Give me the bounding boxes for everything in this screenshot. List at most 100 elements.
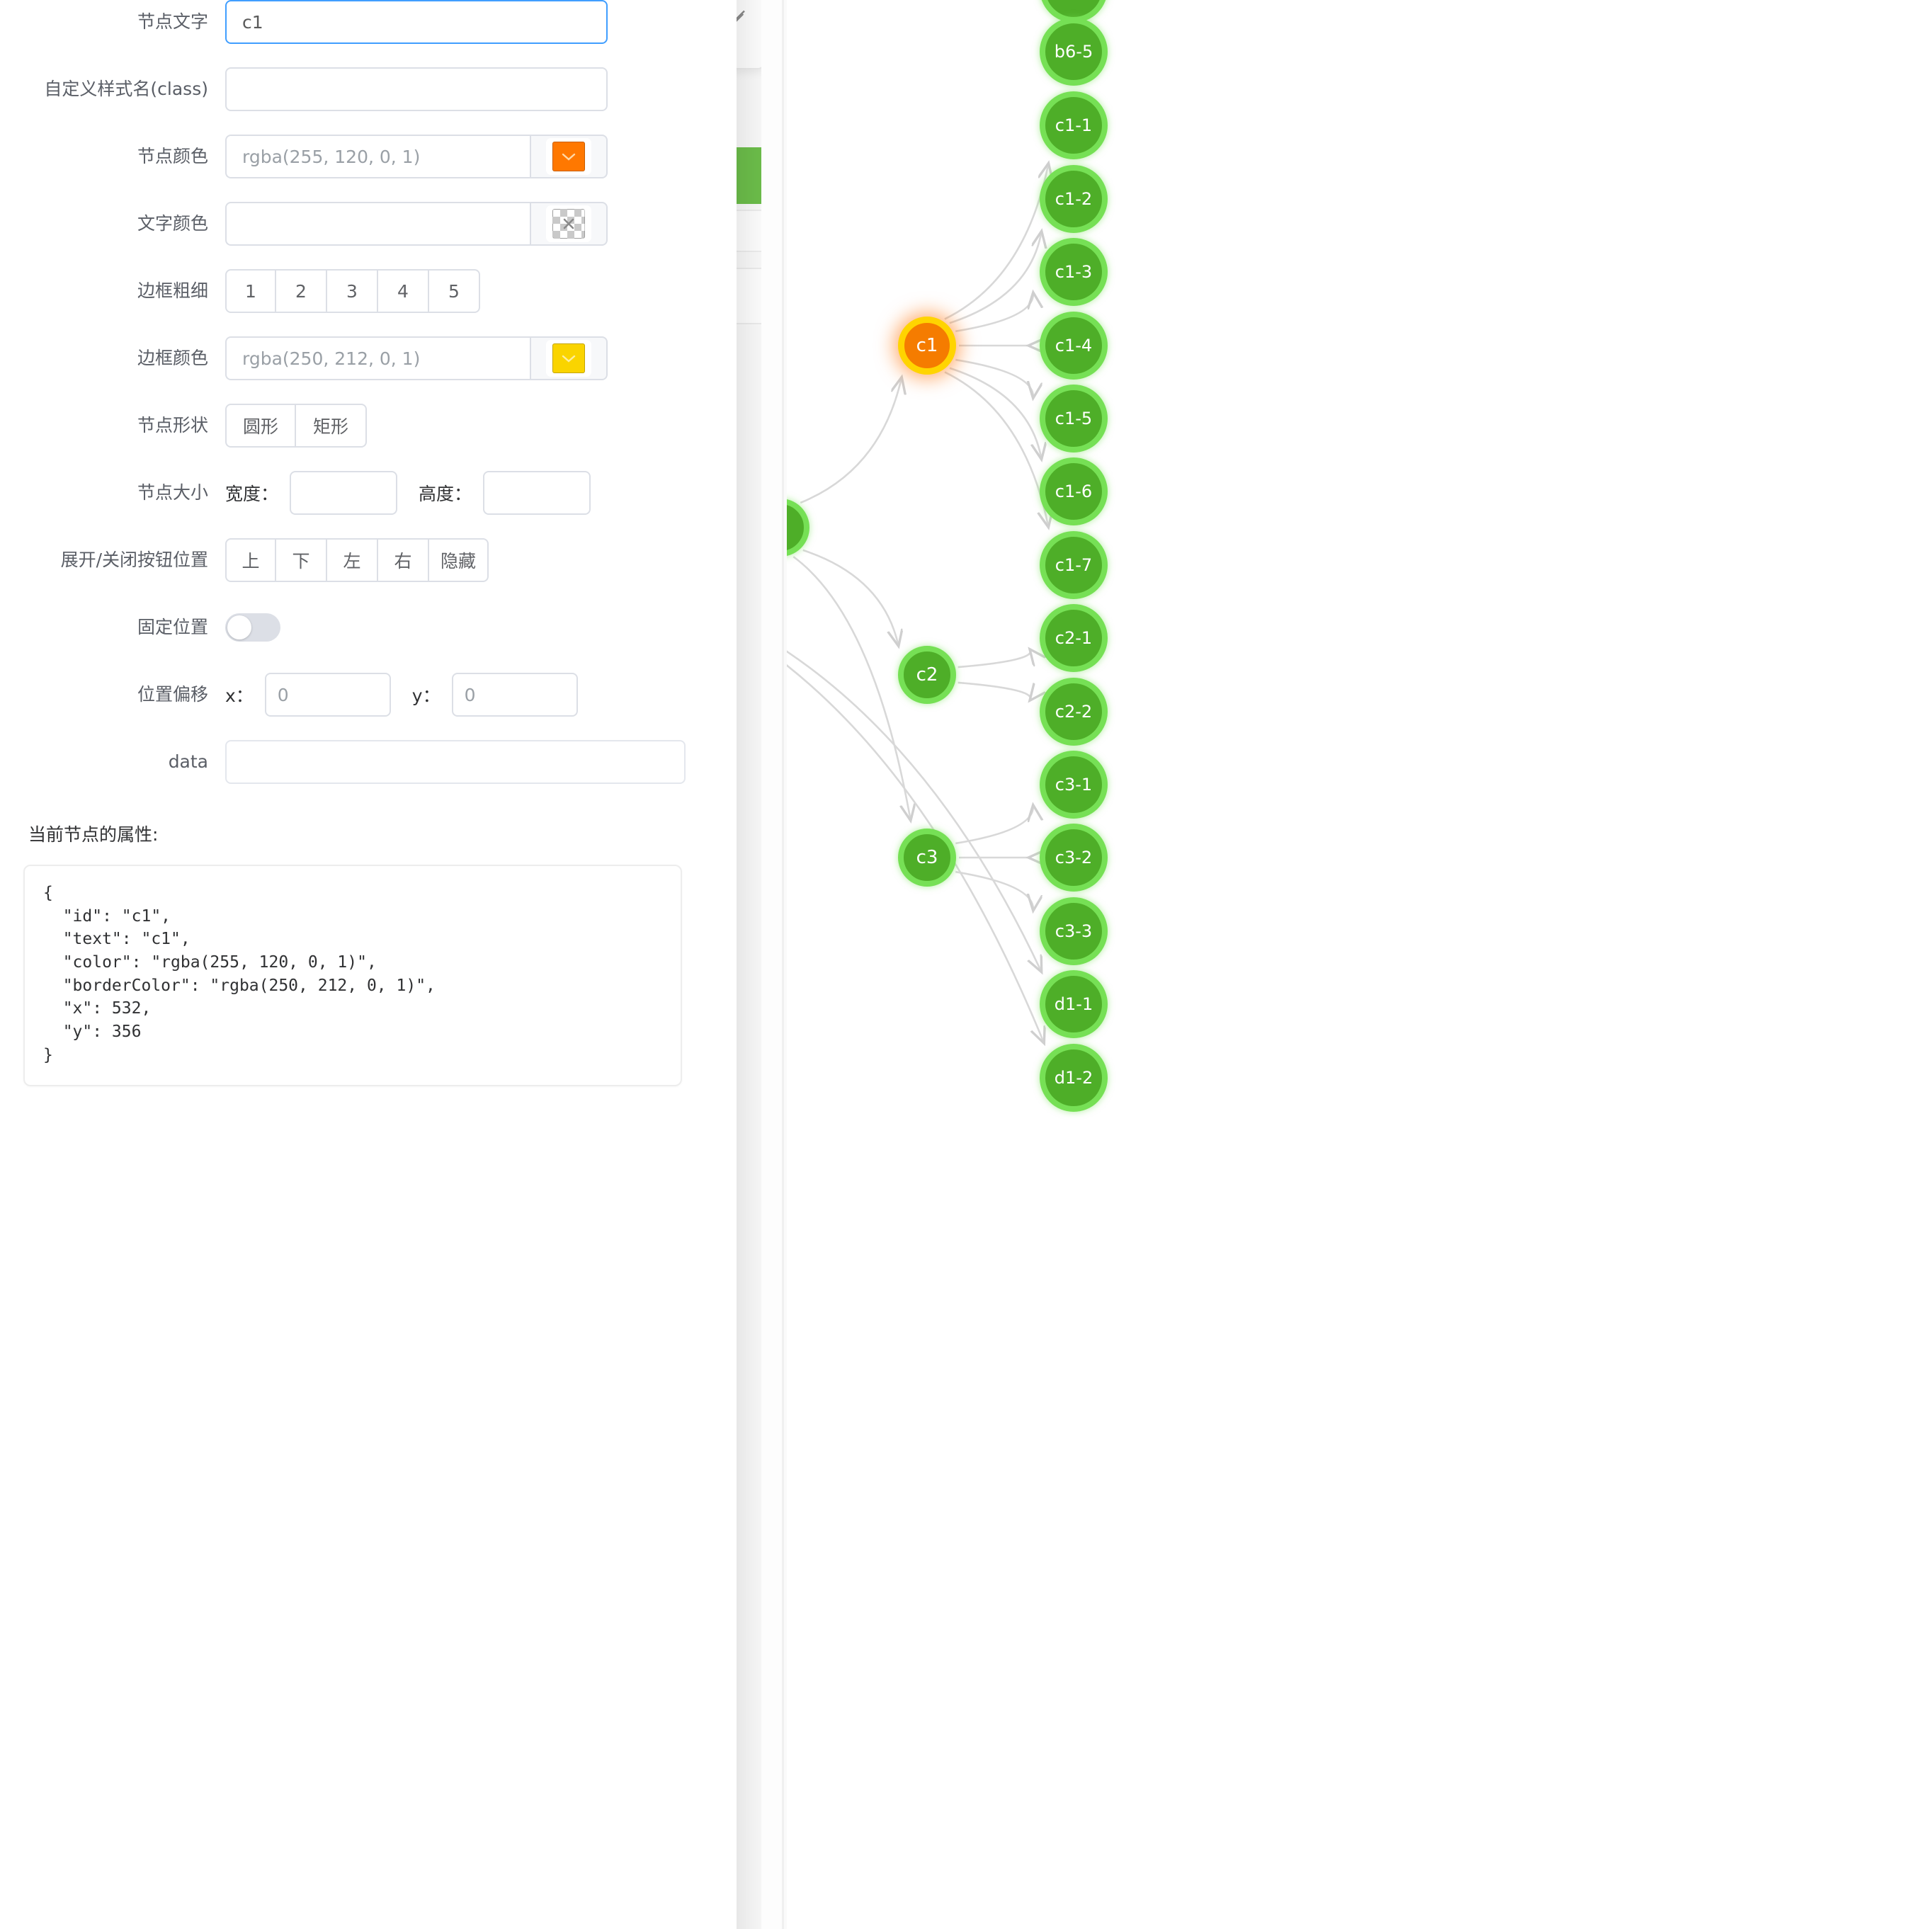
form-row-node-text: 节点文字 c1: [0, 0, 708, 44]
graph-node-c1-6[interactable]: c1-6: [1040, 457, 1108, 525]
panel-edge-outer: [784, 0, 787, 1929]
graph-edges: [787, 0, 1932, 1929]
graph-node-c3[interactable]: c3: [898, 829, 956, 887]
node-color-picker[interactable]: rgba(255, 120, 0, 1): [225, 135, 608, 178]
node-color-swatch-button[interactable]: [530, 135, 608, 178]
text-color-picker[interactable]: [225, 202, 608, 246]
node-property-form: 节点文字 c1 自定义样式名(class) 节点颜色 rgba(255, 120…: [0, 0, 708, 1087]
graph-edge: [787, 664, 1044, 1043]
graph-node-label: b6-5: [1054, 42, 1093, 62]
graph-node-label: c1-4: [1055, 336, 1093, 355]
graph-node-label: c1-1: [1055, 115, 1093, 135]
graph-edge: [955, 805, 1033, 845]
label-position-offset: 位置偏移: [137, 684, 208, 705]
border-width-option-3[interactable]: 3: [327, 269, 378, 313]
graph-node-label: c1-6: [1055, 482, 1093, 501]
form-row-node-shape: 节点形状 圆形 矩形: [0, 404, 708, 448]
expand-position-option-top[interactable]: 上: [225, 538, 276, 582]
node-property-dialog: 节点文字 c1 自定义样式名(class) 节点颜色 rgba(255, 120…: [0, 0, 737, 1929]
chevron-down-icon: [562, 355, 576, 363]
label-offset-x: x：: [225, 685, 254, 706]
graph-edge: [955, 358, 1033, 398]
current-node-attributes-title: 当前节点的属性:: [28, 824, 159, 845]
form-row-border-color: 边框颜色 rgba(250, 212, 0, 1): [0, 336, 708, 380]
node-shape-option-rect[interactable]: 矩形: [296, 404, 367, 448]
label-expand-button-position: 展开/关闭按钮位置: [60, 550, 208, 570]
graph-node-c3-1[interactable]: c3-1: [1040, 751, 1108, 819]
graph-edge: [802, 549, 899, 647]
graph-node-b6-5[interactable]: b6-5: [1040, 18, 1108, 86]
label-node-text: 节点文字: [137, 11, 208, 32]
graph-node-label: c1-3: [1055, 262, 1093, 282]
graph-edge: [949, 231, 1042, 324]
node-color-input[interactable]: rgba(255, 120, 0, 1): [225, 135, 530, 178]
offset-x-input[interactable]: 0: [264, 673, 391, 717]
expand-position-option-left[interactable]: 左: [327, 538, 378, 582]
label-text-color: 文字颜色: [137, 213, 208, 234]
label-node-width: 宽度：: [225, 484, 279, 504]
graph-node-c2-2[interactable]: c2-2: [1040, 678, 1108, 746]
graph-node-label: c1: [916, 335, 938, 356]
node-shape-group[interactable]: 圆形 矩形: [225, 404, 367, 448]
graph-edge: [792, 556, 911, 821]
data-input[interactable]: [225, 740, 686, 784]
class-name-input[interactable]: [225, 67, 608, 111]
border-width-option-2[interactable]: 2: [276, 269, 327, 313]
text-color-input[interactable]: [225, 202, 530, 246]
graph-node-c1-2[interactable]: c1-2: [1040, 165, 1108, 233]
border-width-option-4[interactable]: 4: [378, 269, 429, 313]
current-node-attributes-box: { "id": "c1", "text": "c1", "color": "rg…: [23, 865, 682, 1087]
graph-edge: [800, 377, 902, 504]
form-row-node-color: 节点颜色 rgba(255, 120, 0, 1): [0, 135, 708, 178]
offset-y-input[interactable]: 0: [451, 673, 578, 717]
close-icon: [563, 218, 574, 229]
graph-node-label: d1-2: [1054, 1068, 1093, 1088]
graph-node-c1-1[interactable]: c1-1: [1040, 91, 1108, 159]
graph-node-label: c2: [916, 664, 938, 685]
form-row-fixed-position: 固定位置: [0, 605, 708, 649]
expand-position-option-hidden[interactable]: 隐藏: [429, 538, 489, 582]
node-text-input[interactable]: c1: [225, 0, 608, 44]
border-width-group[interactable]: 1 2 3 4 5: [225, 269, 480, 313]
expand-position-option-bottom[interactable]: 下: [276, 538, 327, 582]
text-color-swatch: [552, 209, 585, 239]
node-height-input[interactable]: [483, 471, 591, 515]
graph-node-c3-3[interactable]: c3-3: [1040, 897, 1108, 965]
graph-node-label: c2-2: [1055, 702, 1093, 722]
chevron-down-icon: [562, 153, 576, 161]
relation-graph-canvas[interactable]: b6-5 c1-1 c1-2 c1-3 c1-4 c1-5 c1-6 c1-7 c2-1 c2-2…: [787, 0, 1932, 1929]
node-color-swatch: [552, 142, 585, 171]
panel-edge: [782, 0, 784, 1929]
border-color-picker[interactable]: rgba(250, 212, 0, 1): [225, 336, 608, 380]
graph-node-c1-7[interactable]: c1-7: [1040, 531, 1108, 599]
graph-node-c2[interactable]: c2: [898, 646, 956, 704]
expand-position-option-right[interactable]: 右: [378, 538, 429, 582]
node-shape-option-circle[interactable]: 圆形: [225, 404, 296, 448]
label-offset-y: y：: [411, 685, 441, 706]
border-color-input[interactable]: rgba(250, 212, 0, 1): [225, 336, 530, 380]
graph-edge: [787, 650, 1042, 972]
border-width-option-5[interactable]: 5: [429, 269, 480, 313]
form-row-text-color: 文字颜色: [0, 202, 708, 246]
expand-button-position-group[interactable]: 上 下 左 右 隐藏: [225, 538, 489, 582]
node-width-input[interactable]: [290, 471, 398, 515]
graph-node-c1-4[interactable]: c1-4: [1040, 312, 1108, 380]
border-color-swatch: [552, 343, 585, 373]
border-color-swatch-button[interactable]: [530, 336, 608, 380]
graph-edge: [955, 870, 1033, 911]
label-border-color: 边框颜色: [137, 348, 208, 368]
text-color-swatch-button[interactable]: [530, 202, 608, 246]
graph-node-c2-1[interactable]: c2-1: [1040, 604, 1108, 672]
graph-edge: [958, 649, 1031, 668]
graph-node-label: c3-1: [1055, 775, 1093, 795]
fixed-position-toggle[interactable]: [225, 613, 280, 642]
form-row-border-width: 边框粗细 1 2 3 4 5: [0, 269, 708, 313]
border-width-option-1[interactable]: 1: [225, 269, 276, 313]
graph-node-c1-3[interactable]: c1-3: [1040, 238, 1108, 306]
graph-node-c1-5[interactable]: c1-5: [1040, 385, 1108, 453]
graph-node-d1-1[interactable]: d1-1: [1040, 970, 1108, 1038]
label-node-height: 高度：: [419, 484, 472, 504]
graph-node-c3-2[interactable]: c3-2: [1040, 824, 1108, 892]
graph-node-d1-2[interactable]: d1-2: [1040, 1044, 1108, 1112]
graph-node-c1[interactable]: c1: [898, 317, 956, 375]
